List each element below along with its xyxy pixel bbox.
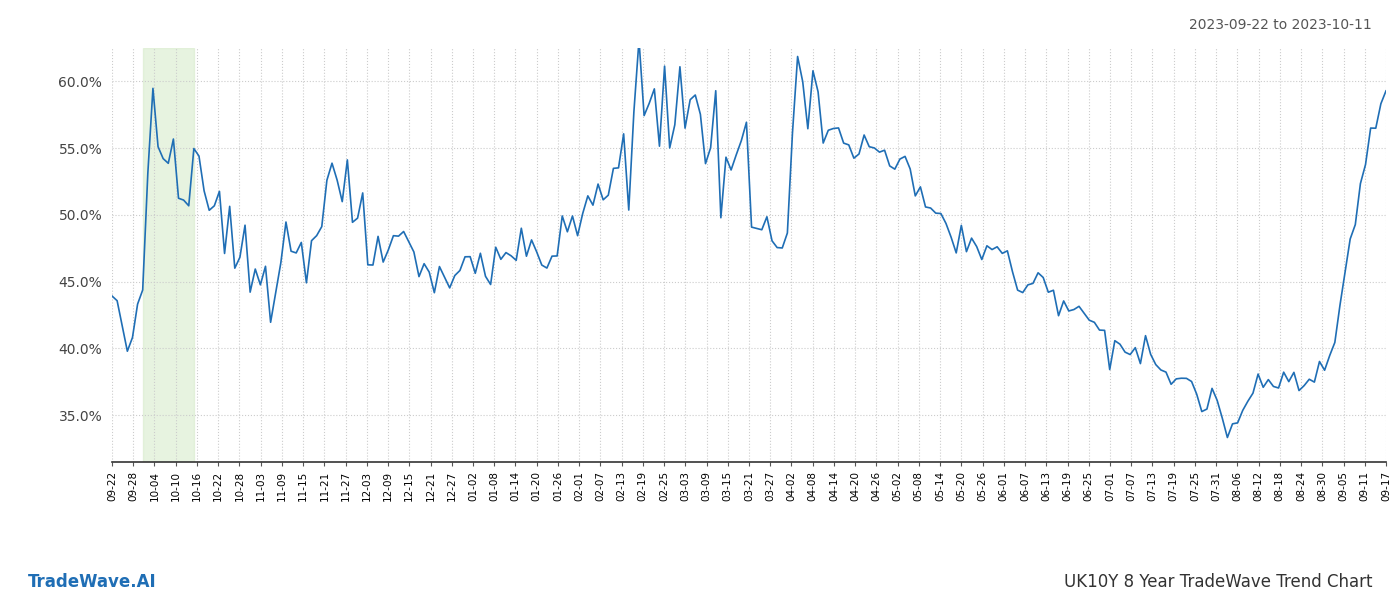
Text: TradeWave.AI: TradeWave.AI bbox=[28, 573, 157, 591]
Text: UK10Y 8 Year TradeWave Trend Chart: UK10Y 8 Year TradeWave Trend Chart bbox=[1064, 573, 1372, 591]
Text: 2023-09-22 to 2023-10-11: 2023-09-22 to 2023-10-11 bbox=[1189, 18, 1372, 32]
Bar bbox=[143, 48, 193, 462]
